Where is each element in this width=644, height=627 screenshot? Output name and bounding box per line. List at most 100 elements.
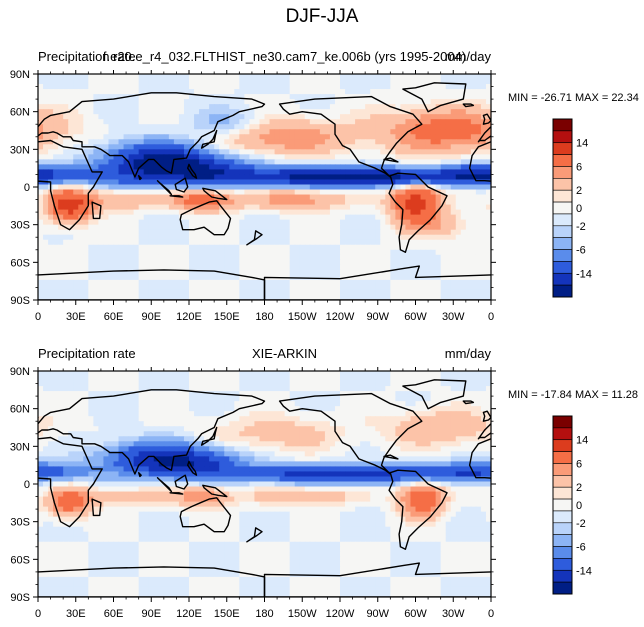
colorbar-swatch <box>552 225 573 238</box>
y-tick-label: 60N <box>10 404 30 416</box>
x-tick-label: 30W <box>442 608 465 620</box>
x-tick-label: 60W <box>404 311 427 323</box>
x-tick-label: 120W <box>326 311 355 323</box>
colorbar-swatch <box>552 178 573 191</box>
y-tick-label: 90S <box>10 592 30 604</box>
colorbar-swatch <box>552 546 573 559</box>
colorbar-swatch <box>552 451 573 464</box>
colorbar-label: 14 <box>576 138 588 150</box>
x-tick-label: 180 <box>255 311 273 323</box>
colorbar-swatch <box>552 237 573 250</box>
x-tick-label: 90W <box>366 608 389 620</box>
colorbar-label: 2 <box>576 482 582 494</box>
x-tick-label: 150E <box>214 311 240 323</box>
colorbar-label: 6 <box>576 458 582 470</box>
colorbar-label: 14 <box>576 435 588 447</box>
x-tick-label: 150W <box>288 608 317 620</box>
colorbar-swatch <box>552 498 573 512</box>
colorbar-label: -6 <box>576 245 586 257</box>
colorbar-swatch <box>552 166 573 179</box>
colorbar-label: 2 <box>576 185 582 197</box>
colorbar-label: -6 <box>576 542 586 554</box>
x-tick-label: 120E <box>176 311 202 323</box>
colorbar-label: -2 <box>576 518 586 530</box>
colorbar: 14 6 2 0 -2 -6 -14 <box>552 415 592 595</box>
colorbar-swatch <box>552 261 573 274</box>
x-tick-label: 60E <box>104 311 124 323</box>
colorbar-swatch <box>552 189 573 203</box>
colorbar-swatch <box>552 558 573 571</box>
x-tick-label: 90W <box>366 311 389 323</box>
colorbar-label: -14 <box>576 268 592 280</box>
x-tick-label: 60E <box>104 608 124 620</box>
colorbar-swatch <box>552 249 573 262</box>
x-tick-label: 90E <box>141 608 161 620</box>
y-tick-label: 30N <box>10 144 30 156</box>
y-tick-label: 90N <box>10 366 30 378</box>
panel-model: Precipitation ratef.e20.e_r4_032.FLTHIST… <box>10 49 639 323</box>
colorbar-swatch <box>552 569 573 583</box>
panel-center-string: f.e20.e_r4_032.FLTHIST_ne30.cam7_ke.006b… <box>103 49 466 64</box>
panel-right-string: mm/day <box>445 49 492 64</box>
x-tick-label: 60W <box>404 608 427 620</box>
colorbar-swatch <box>552 486 573 500</box>
minmax-label: MIN = -17.84 MAX = 11.28 <box>508 389 638 401</box>
y-tick-label: 0 <box>24 182 30 194</box>
x-tick-label: 30W <box>442 311 465 323</box>
x-tick-label: 30E <box>66 311 86 323</box>
colorbar-swatch <box>552 213 573 227</box>
y-tick-label: 30S <box>10 220 30 232</box>
x-tick-label: 120E <box>176 608 202 620</box>
figure-title: DJF-JJA <box>286 6 359 27</box>
precip-field <box>38 371 491 597</box>
colorbar-swatch <box>552 463 573 476</box>
colorbar-swatch <box>552 534 573 547</box>
colorbar-swatch <box>552 201 573 215</box>
y-tick-label: 60S <box>10 554 30 566</box>
x-tick-label: 0 <box>35 311 41 323</box>
colorbar-swatch <box>552 427 573 441</box>
y-tick-label: 30N <box>10 441 30 453</box>
colorbar-swatch <box>552 154 573 167</box>
y-tick-label: 60N <box>10 107 30 119</box>
colorbar-swatch <box>552 510 573 524</box>
panel-left-string: Precipitation rate <box>38 346 136 361</box>
colorbar-label: -14 <box>576 565 592 577</box>
colorbar-label: 6 <box>576 161 582 173</box>
precip-field <box>38 74 491 300</box>
colorbar-swatch <box>552 284 573 298</box>
colorbar-label: -2 <box>576 221 586 233</box>
x-tick-label: 30E <box>66 608 86 620</box>
coastlines <box>38 82 491 300</box>
minmax-label: MIN = -26.71 MAX = 22.34 <box>508 92 639 104</box>
colorbar-label: 0 <box>576 500 582 512</box>
colorbar-swatch <box>552 475 573 488</box>
y-tick-label: 90N <box>10 69 30 81</box>
colorbar-swatch <box>552 581 573 595</box>
x-tick-label: 120W <box>326 608 355 620</box>
colorbar-swatch <box>552 130 573 144</box>
panel-observation: Precipitation rate XIE-ARKIN mm/day 0 30E 60E… <box>10 346 638 620</box>
colorbar-swatch <box>552 415 573 429</box>
x-tick-label: 90E <box>141 311 161 323</box>
colorbar-swatch <box>552 118 573 132</box>
x-tick-label: 150E <box>214 608 240 620</box>
coastlines <box>38 379 491 597</box>
y-tick-label: 60S <box>10 257 30 269</box>
colorbar-swatch <box>552 272 573 286</box>
x-tick-label: 150W <box>288 311 317 323</box>
x-tick-label: 0 <box>488 311 494 323</box>
x-tick-label: 0 <box>35 608 41 620</box>
panel-left-string: Precipitation rate <box>38 49 136 64</box>
y-tick-label: 90S <box>10 295 30 307</box>
colorbar-swatch <box>552 142 573 155</box>
y-tick-label: 0 <box>24 479 30 491</box>
colorbar-label: 0 <box>576 203 582 215</box>
panel-right-string: mm/day <box>445 346 492 361</box>
y-tick-label: 30S <box>10 517 30 529</box>
x-tick-label: 0 <box>488 608 494 620</box>
panel-center-string: XIE-ARKIN <box>252 346 317 361</box>
colorbar-swatch <box>552 522 573 535</box>
colorbar-swatch <box>552 439 573 452</box>
